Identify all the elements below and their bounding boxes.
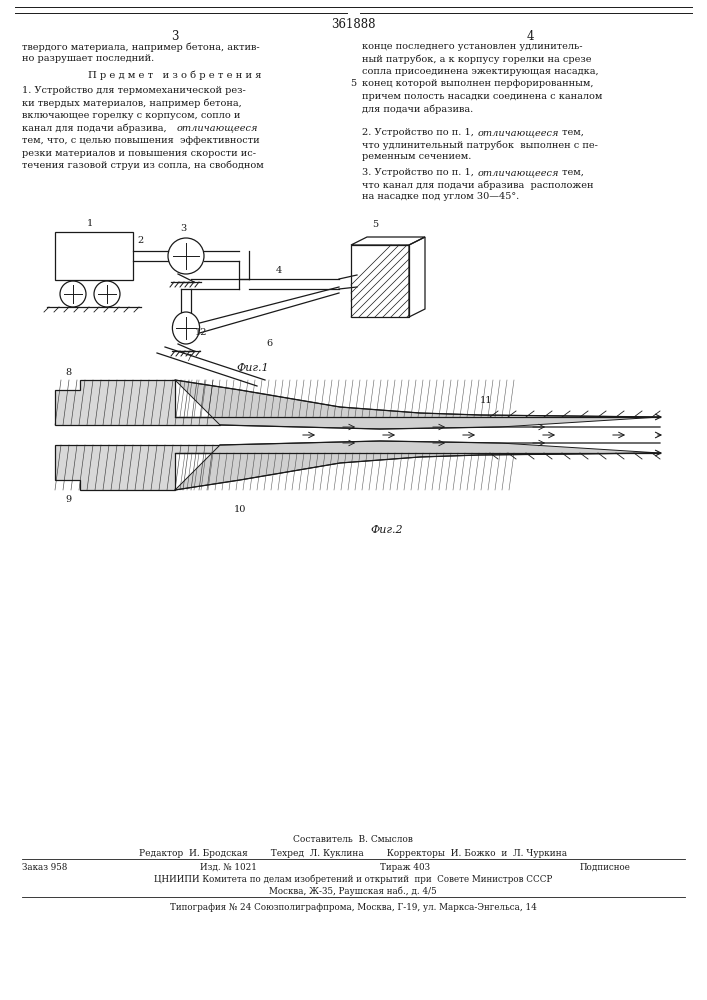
Text: 5: 5 (372, 220, 378, 229)
Text: ременным сечением.: ременным сечением. (362, 152, 472, 161)
Text: тем, что, с целью повышения  эффективности: тем, что, с целью повышения эффективност… (22, 136, 259, 145)
Text: для подачи абразива.: для подачи абразива. (362, 104, 473, 114)
Text: 361888: 361888 (331, 18, 375, 31)
Text: канал для подачи абразива,: канал для подачи абразива, (22, 123, 170, 133)
Text: ки твердых материалов, например бетона,: ки твердых материалов, например бетона, (22, 99, 242, 108)
Text: 10: 10 (234, 505, 246, 514)
Text: 3: 3 (180, 224, 186, 233)
Text: 1. Устройство для термомеханической рез-: 1. Устройство для термомеханической рез- (22, 86, 246, 95)
Text: что канал для подачи абразива  расположен: что канал для подачи абразива расположен (362, 180, 593, 190)
Text: течения газовой струи из сопла, на свободном: течения газовой струи из сопла, на свобо… (22, 161, 264, 170)
Text: 3: 3 (171, 30, 179, 43)
Polygon shape (55, 380, 220, 425)
Text: П р е д м е т   и з о б р е т е н и я: П р е д м е т и з о б р е т е н и я (88, 70, 262, 80)
Text: тем,: тем, (559, 128, 584, 137)
Polygon shape (175, 441, 660, 490)
Text: включающее горелку с корпусом, сопло и: включающее горелку с корпусом, сопло и (22, 111, 240, 120)
Text: 4: 4 (276, 266, 282, 275)
Text: отличающееся: отличающееся (177, 123, 259, 132)
Text: 2: 2 (138, 236, 144, 245)
Text: ЦНИИПИ Комитета по делам изобретений и открытий  при  Совете Министров СССР: ЦНИИПИ Комитета по делам изобретений и о… (154, 875, 552, 884)
Text: 5: 5 (350, 80, 356, 89)
Text: причем полость насадки соединена с каналом: причем полость насадки соединена с канал… (362, 92, 602, 101)
Text: что удлинительный патрубок  выполнен с пе-: что удлинительный патрубок выполнен с пе… (362, 140, 598, 149)
Text: 12: 12 (195, 328, 207, 337)
Text: 2. Устройство по п. 1,: 2. Устройство по п. 1, (362, 128, 477, 137)
Text: 9: 9 (65, 495, 71, 504)
Text: но разрушает последний.: но разрушает последний. (22, 54, 154, 63)
Text: Заказ 958: Заказ 958 (22, 863, 67, 872)
Text: 3. Устройство по п. 1,: 3. Устройство по п. 1, (362, 168, 477, 177)
Text: твердого материала, например бетона, актив-: твердого материала, например бетона, акт… (22, 42, 259, 51)
Text: 1: 1 (87, 219, 93, 228)
Text: на насадке под углом 30—45°.: на насадке под углом 30—45°. (362, 192, 519, 201)
Text: Типография № 24 Союзполиграфпрома, Москва, Г-19, ул. Маркса-Энгельса, 14: Типография № 24 Союзполиграфпрома, Москв… (170, 903, 537, 912)
Text: Фиг.2: Фиг.2 (370, 525, 402, 535)
Text: Изд. № 1021: Изд. № 1021 (200, 863, 257, 872)
Text: 4: 4 (526, 30, 534, 43)
Text: 11: 11 (480, 396, 493, 405)
Text: сопла присоединена эжектирующая насадка,: сопла присоединена эжектирующая насадка, (362, 67, 599, 76)
Text: Тираж 403: Тираж 403 (380, 863, 430, 872)
Text: 7: 7 (185, 354, 191, 363)
Polygon shape (55, 445, 220, 490)
Text: Москва, Ж-35, Раушская наб., д. 4/5: Москва, Ж-35, Раушская наб., д. 4/5 (269, 887, 437, 896)
Text: Фиг.1: Фиг.1 (236, 363, 269, 373)
Text: конец которой выполнен перфорированным,: конец которой выполнен перфорированным, (362, 80, 593, 89)
Text: отличающееся: отличающееся (478, 168, 559, 177)
Text: Составитель  В. Смыслов: Составитель В. Смыслов (293, 835, 413, 844)
Text: Редактор  И. Бродская        Техред  Л. Куклина        Корректоры  И. Божко  и  : Редактор И. Бродская Техред Л. Куклина К… (139, 849, 567, 858)
Text: отличающееся: отличающееся (478, 128, 559, 137)
Text: 8: 8 (65, 368, 71, 377)
Text: конце последнего установлен удлинитель-: конце последнего установлен удлинитель- (362, 42, 583, 51)
Text: резки материалов и повышения скорости ис-: резки материалов и повышения скорости ис… (22, 148, 256, 157)
Text: 6: 6 (266, 339, 272, 348)
Polygon shape (175, 380, 660, 429)
Text: тем,: тем, (559, 168, 584, 177)
Text: Подписное: Подписное (580, 863, 631, 872)
Text: ный патрубок, а к корпусу горелки на срезе: ный патрубок, а к корпусу горелки на сре… (362, 54, 592, 64)
